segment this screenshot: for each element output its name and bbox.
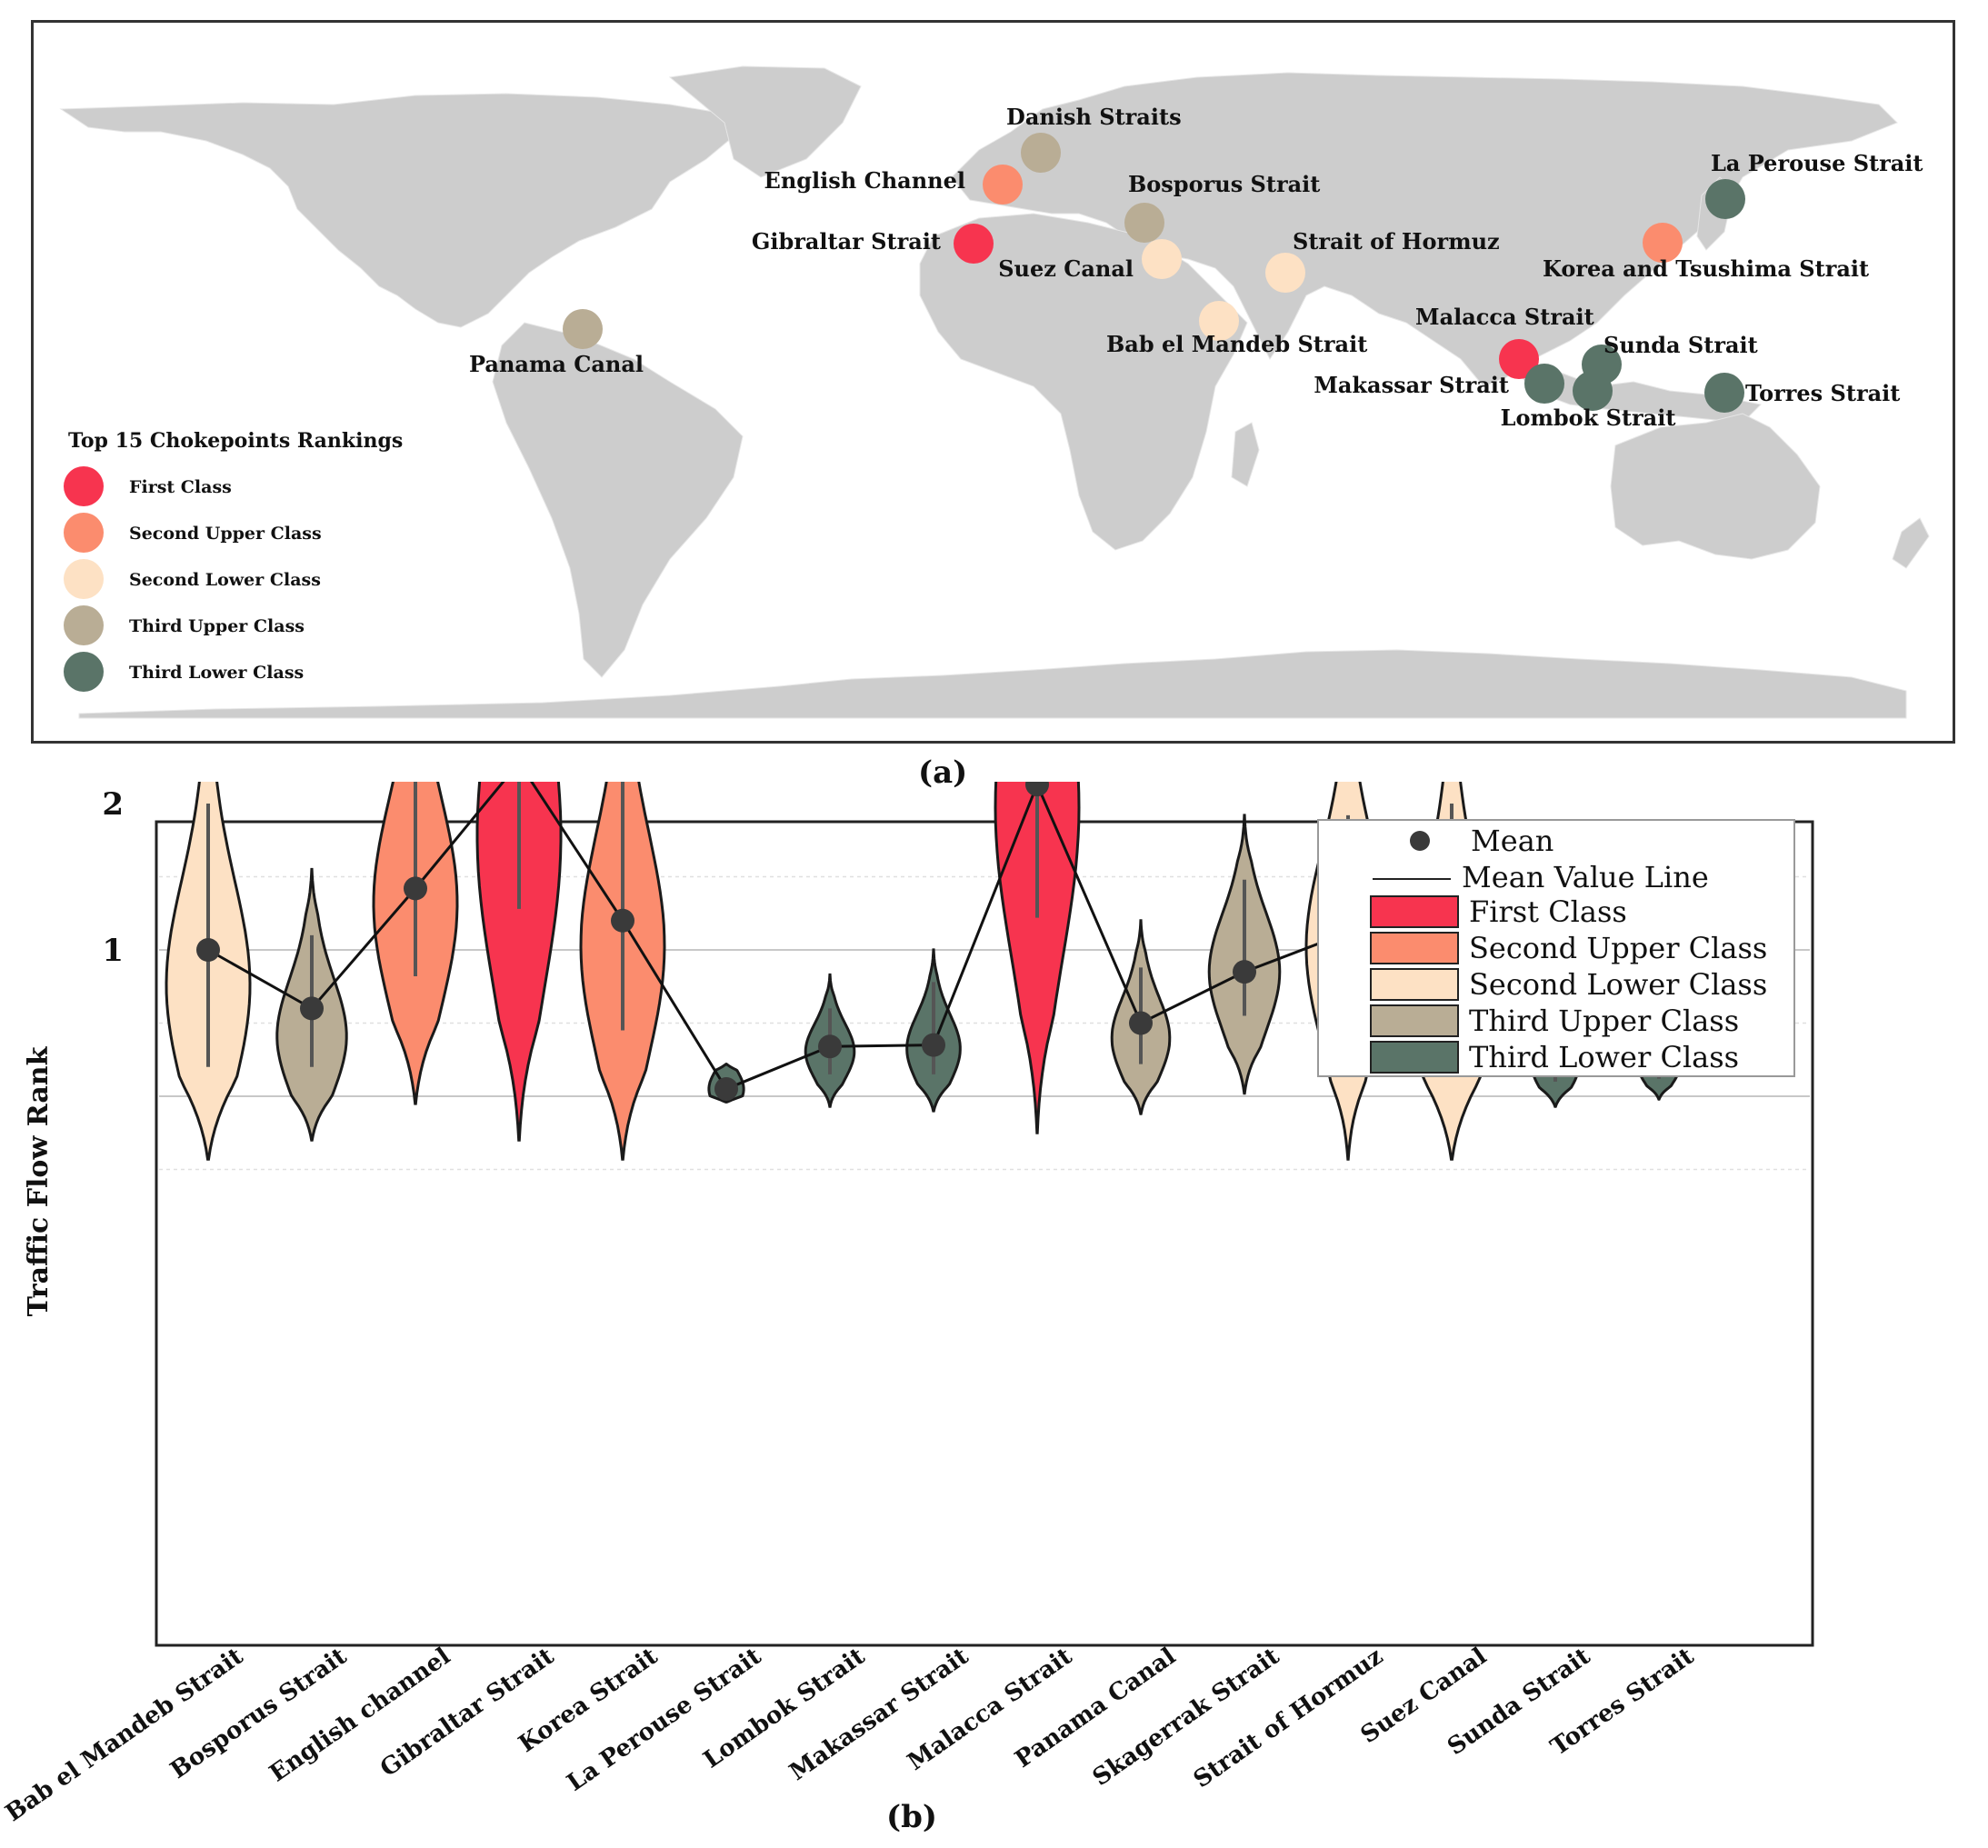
mean-marker-malacca-strait [1025,782,1049,797]
chokepoint-label-panama-canal: Panama Canal [469,351,644,377]
x-tick-label-bosporus-strait: Bosporus Strait [165,1643,352,1784]
map-legend-swatch-second_upper [64,513,104,553]
chokepoint-label-makassar-strait: Makassar Strait [1314,372,1509,398]
x-tick-label-strait-of-hormuz: Strait of Hormuz [1189,1643,1388,1793]
legend-mean-line-label: Mean Value Line [1462,860,1709,894]
mean-marker-la-perouse-strait [714,1076,738,1101]
chokepoint-label-malacca-strait: Malacca Strait [1415,304,1594,330]
chokepoint-label-english-channel: English Channel [764,167,965,194]
x-tick-label-makassar-strait: Makassar Strait [784,1643,974,1786]
x-tick-label-english-channel: English channel [265,1643,455,1787]
antarctica-landmass [78,649,1907,719]
chokepoint-label-suez-canal: Suez Canal [998,255,1134,282]
mean-marker-makassar-strait [922,1033,945,1057]
map-legend-label-second_upper: Second Upper Class [129,524,322,544]
chokepoint-marker-lombok-strait [1573,371,1613,411]
map-legend-swatch-second_lower [64,559,104,599]
madagascar-landmass [1231,422,1260,487]
chokepoint-label-la-perouse-strait: La Perouse Strait [1711,150,1923,176]
chart-legend-label-second_lower: Second Lower Class [1469,967,1767,1002]
map-legend-label-third_lower: Third Lower Class [129,663,304,683]
map-legend-label-second_lower: Second Lower Class [129,570,321,590]
chart-legend-swatch-second_upper [1370,932,1459,964]
y-tick-label: 1 [102,933,124,969]
chart-legend-label-second_upper: Second Upper Class [1469,931,1767,965]
y-axis-ticks: 12345 [102,786,124,969]
chokepoint-label-danish-straits: Danish Straits [1006,104,1182,130]
chokepoint-label-bosporus-strait: Bosporus Strait [1128,171,1320,197]
y-tick-label: 2 [102,786,124,823]
map-legend-swatch-third_upper [64,605,104,645]
new-zealand-landmass [1892,517,1930,569]
chokepoint-marker-danish-straits [1021,133,1061,173]
mean-marker-bosporus-strait [300,996,324,1021]
chokepoint-map-panel: Danish Straits English Channel Bosporus St… [31,20,1955,744]
y-axis-label: Traffic Flow Rank [23,1045,55,1316]
chokepoint-marker-strait-of-hormuz [1265,253,1305,293]
chart-legend-swatch-third_lower [1370,1041,1459,1074]
legend-mean-marker [1410,831,1430,851]
chart-legend-swatch-second_lower [1370,968,1459,1001]
chokepoint-marker-korea-and-tsushima-strait [1643,223,1683,263]
chokepoint-marker-gibraltar-strait [954,224,994,264]
chokepoint-marker-torres-strait [1704,373,1744,413]
map-legend-swatch-third_lower [64,652,104,692]
chokepoint-marker-bosporus-strait [1124,203,1164,243]
world-map: Danish Straits English Channel Bosporus St… [59,65,1930,719]
chart-legend-label-third_upper: Third Upper Class [1469,1004,1739,1038]
violin-gibraltar-strait [475,782,563,1142]
mean-marker-lombok-strait [818,1034,842,1059]
chokepoint-marker-la-perouse-strait [1705,179,1745,219]
mean-marker-english-channel [404,876,427,901]
chokepoint-marker-malacca-strait [1499,339,1539,379]
chart-legend-label-first: First Class [1469,894,1627,929]
chart-legend-swatch-third_upper [1370,1004,1459,1037]
map-legend-title: Top 15 Chokepoints Rankings [68,429,403,453]
x-tick-label-gibraltar-strait: Gibraltar Strait [375,1643,559,1783]
north-america-landmass [59,93,734,328]
chart-legend-label-third_lower: Third Lower Class [1469,1040,1739,1074]
chokepoint-marker-panama-canal [563,309,603,349]
greenland-landmass [668,65,862,178]
legend-mean-label: Mean [1471,824,1553,858]
mean-marker-skagerrak-strait [1233,960,1256,984]
australia-landmass [1610,413,1821,560]
violin-malacca-strait [994,782,1081,1134]
chokepoint-label-gibraltar-strait: Gibraltar Strait [752,228,941,255]
chokepoint-marker-makassar-strait [1524,364,1564,404]
mean-marker-bab-el-mandeb-strait [196,938,220,962]
x-tick-label-skagerrak-strait: Skagerrak Strait [1088,1643,1284,1792]
panel-a-caption: (a) [918,754,968,791]
chokepoint-label-korea-and-tsushima-strait: Korea and Tsushima Strait [1543,255,1869,282]
map-legend: Top 15 Chokepoints Rankings First Class S… [64,429,403,692]
chokepoint-marker-bab-el-mandeb-strait [1199,301,1239,341]
chokepoint-marker-english-channel [983,165,1023,205]
map-legend-label-first: First Class [129,477,232,497]
chokepoint-label-lombok-strait: Lombok Strait [1501,405,1676,431]
world-landmass [59,65,1930,719]
map-legend-label-third_upper: Third Upper Class [129,616,305,636]
map-legend-swatch-first [64,466,104,506]
mean-marker-panama-canal [1129,1011,1153,1035]
mean-marker-korea-strait [611,908,634,933]
chokepoint-label-sunda-strait: Sunda Strait [1603,332,1758,358]
chokepoint-marker-suez-canal [1142,239,1182,279]
chokepoint-markers: Danish Straits English Channel Bosporus St… [469,104,1923,431]
x-tick-label-la-perouse-strait: La Perouse Strait [563,1643,766,1797]
south-america-landmass [492,322,744,678]
chokepoint-label-strait-of-hormuz: Strait of Hormuz [1293,228,1500,255]
chokepoint-label-torres-strait: Torres Strait [1745,380,1900,406]
panel-b-caption: (b) [886,1799,937,1835]
chart-legend-swatch-first [1370,895,1459,928]
chokepoint-label-bab-el-mandeb-strait: Bab el Mandeb Strait [1106,331,1367,357]
